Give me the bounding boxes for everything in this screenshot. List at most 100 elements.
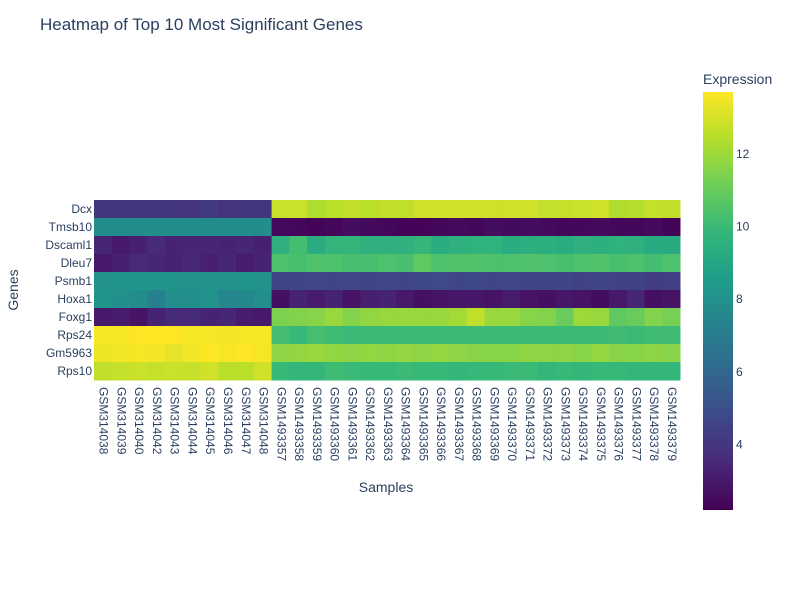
heatmap-cell: [324, 290, 344, 309]
heatmap-cell: [307, 218, 326, 237]
heatmap-cell: [502, 362, 521, 381]
y-tick-label: Dleu7: [61, 256, 93, 270]
heatmap-cell: [307, 362, 326, 381]
heatmap-cell: [449, 254, 468, 273]
heatmap-cell: [165, 326, 184, 345]
heatmap-cell: [165, 308, 184, 327]
heatmap-cell: [644, 236, 663, 255]
heatmap-cell: [466, 308, 486, 327]
heatmap-cell: [147, 326, 166, 345]
heatmap-cell: [271, 362, 290, 381]
heatmap-cell: [165, 290, 184, 309]
x-tick-label: GSM1493377: [629, 387, 643, 461]
x-tick-label: GSM1493364: [399, 387, 413, 461]
heatmap-cell: [573, 344, 592, 363]
heatmap-cell: [662, 344, 681, 363]
colorbar-tick-label: 10: [736, 219, 750, 233]
heatmap-cell: [129, 254, 148, 273]
heatmap-cell: [520, 236, 539, 255]
heatmap-cell: [111, 218, 131, 237]
y-tick-label: Rps10: [57, 364, 92, 378]
heatmap-cell: [342, 308, 361, 327]
heatmap-cell: [289, 308, 308, 327]
heatmap-cell: [662, 308, 681, 327]
heatmap-cell: [147, 200, 166, 219]
y-tick-label: Dscaml1: [45, 238, 92, 252]
colorbar-ticks: 4 6 8 10 12: [736, 147, 750, 452]
heatmap-cell: [182, 362, 202, 381]
heatmap-cell: [378, 236, 397, 255]
heatmap-cell: [555, 344, 574, 363]
x-tick-label: GSM314048: [257, 387, 271, 455]
heatmap-cell: [484, 290, 503, 309]
x-tick-label: GSM1493362: [363, 387, 377, 461]
heatmap-cell: [466, 254, 486, 273]
heatmap-cell: [182, 344, 202, 363]
heatmap-cell: [644, 218, 663, 237]
heatmap-cell: [253, 290, 273, 309]
heatmap-cell: [573, 308, 592, 327]
heatmap-cell: [182, 326, 202, 345]
heatmap-cell: [466, 272, 486, 291]
heatmap-cell: [129, 218, 148, 237]
heatmap-cell: [253, 254, 273, 273]
heatmap-cell: [395, 200, 415, 219]
heatmap-cell: [484, 344, 503, 363]
heatmap-cell: [289, 218, 308, 237]
heatmap-cell: [342, 272, 361, 291]
heatmap-cell: [360, 236, 379, 255]
heatmap-cell: [165, 272, 184, 291]
heatmap-cell: [466, 326, 486, 345]
heatmap-cell: [662, 236, 681, 255]
heatmap-cell: [626, 308, 645, 327]
heatmap-cell: [111, 362, 131, 381]
heatmap-cell: [608, 218, 628, 237]
heatmap-cell: [608, 254, 628, 273]
heatmap-cell: [360, 272, 379, 291]
heatmap-cell: [502, 326, 521, 345]
heatmap-cell: [307, 254, 326, 273]
heatmap-cell: [236, 254, 255, 273]
heatmap-cell: [360, 200, 379, 219]
heatmap-cell: [111, 308, 131, 327]
heatmap-cell: [253, 362, 273, 381]
heatmap-cell: [324, 236, 344, 255]
x-tick-label: GSM314040: [132, 387, 146, 455]
heatmap-cell: [626, 272, 645, 291]
x-tick-label: GSM1493376: [612, 387, 626, 461]
heatmap-cell: [431, 218, 450, 237]
heatmap-cell: [147, 308, 166, 327]
heatmap-cell: [165, 254, 184, 273]
x-tick-labels: GSM314038 GSM314039 GSM314040 GSM314042 GSM3…: [97, 387, 679, 461]
heatmap-cell: [502, 254, 521, 273]
x-tick-label: GSM1493371: [523, 387, 537, 461]
heatmap-cell: [307, 200, 326, 219]
heatmap-cell: [449, 218, 468, 237]
heatmap-cell: [94, 308, 113, 327]
heatmap-cell: [218, 326, 237, 345]
heatmap-cell: [502, 290, 521, 309]
heatmap-cell: [236, 362, 255, 381]
heatmap-cell: [360, 362, 379, 381]
y-tick-label: Gm5963: [46, 346, 92, 360]
heatmap-cell: [644, 290, 663, 309]
heatmap-cell: [271, 290, 290, 309]
heatmap-cell: [626, 236, 645, 255]
x-tick-label: GSM1493378: [647, 387, 661, 461]
heatmap-cell: [520, 218, 539, 237]
heatmap-cell: [395, 362, 415, 381]
heatmap-cell: [431, 200, 450, 219]
x-tick-label: GSM1493367: [452, 387, 466, 461]
heatmap-cell: [94, 236, 113, 255]
heatmap-cell: [378, 326, 397, 345]
y-tick-labels: Dcx Tmsb10 Dscaml1 Dleu7 Psmb1 Hoxa1 Foxg1 Rps2…: [45, 202, 92, 378]
heatmap-cell: [484, 236, 503, 255]
heatmap-cell: [449, 308, 468, 327]
heatmap-cell: [378, 254, 397, 273]
heatmap-cell: [431, 290, 450, 309]
heatmap-cell: [537, 200, 557, 219]
heatmap-cell: [395, 290, 415, 309]
heatmap-cell: [608, 290, 628, 309]
heatmap-cell: [484, 254, 503, 273]
